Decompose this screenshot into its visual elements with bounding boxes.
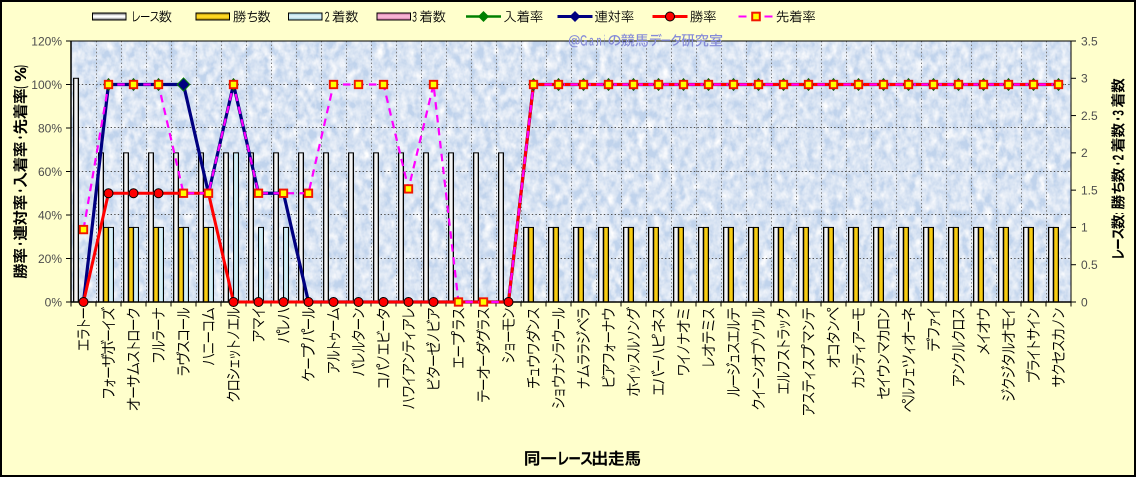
svg-text:1: 1 [1081,221,1088,235]
svg-text:0.5: 0.5 [1081,258,1098,272]
svg-text:1.5: 1.5 [1081,183,1098,197]
svg-text:120%: 120% [31,34,62,48]
svg-text:0%: 0% [45,295,63,309]
svg-text:2.5: 2.5 [1081,109,1098,123]
svg-text:3: 3 [1081,72,1088,86]
svg-text:0: 0 [1081,295,1088,309]
svg-text:3.5: 3.5 [1081,34,1098,48]
svg-text:20%: 20% [38,252,62,266]
svg-text:80%: 80% [38,121,62,135]
svg-text:100%: 100% [31,78,62,92]
svg-text:40%: 40% [38,208,62,222]
svg-text:2: 2 [1081,146,1088,160]
svg-text:60%: 60% [38,165,62,179]
